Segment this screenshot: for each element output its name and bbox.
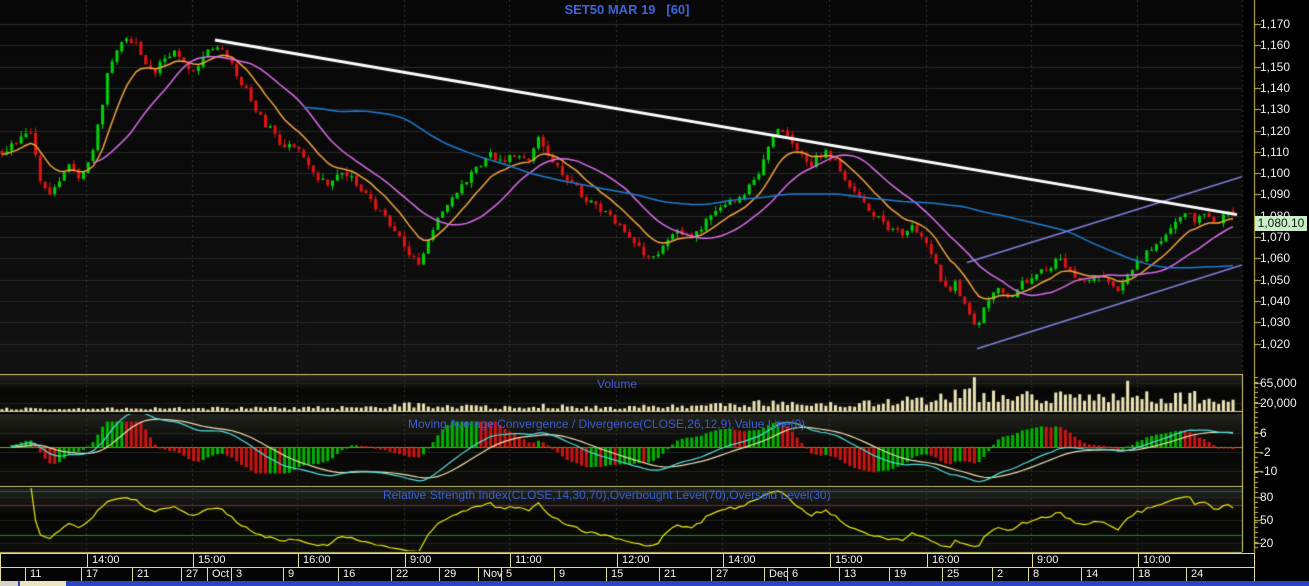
price-axis-label: 1,050: [1260, 272, 1291, 287]
date-cell: 25: [942, 568, 959, 581]
price-axis-label: 1,090: [1260, 187, 1291, 202]
price-axis-label: 1,040: [1260, 293, 1291, 308]
date-cell: 8: [1028, 568, 1039, 581]
rsi-axis-label: 50: [1260, 513, 1274, 527]
price-axis-label: 1,160: [1260, 38, 1291, 53]
chart-title: SET50 MAR 19 [60]: [564, 2, 690, 17]
date-cell: 18: [1133, 568, 1150, 581]
date-cell: 2: [992, 568, 1003, 581]
date-cell: 19: [889, 568, 906, 581]
date-cell: 5: [501, 568, 512, 581]
volume-axis-label: 65,000: [1260, 376, 1297, 390]
volume-panel-title: Volume: [596, 377, 638, 391]
date-cell: Nov: [478, 568, 503, 581]
date-cell: 6: [787, 568, 798, 581]
hour-cell: 14:00: [723, 554, 756, 567]
hour-cell: 12:00: [617, 554, 650, 567]
price-axis-label: 1,060: [1260, 251, 1291, 266]
hour-cell: 11:00: [510, 554, 542, 567]
price-axis-label: 1,030: [1260, 315, 1291, 330]
price-axis-label: 1,110: [1260, 144, 1290, 159]
price-axis-label: 1,170: [1260, 17, 1291, 31]
price-axis-label: 1,140: [1260, 80, 1291, 95]
price-axis-label: 1,150: [1260, 59, 1291, 74]
date-cell: Oct: [207, 568, 229, 581]
time-axis-hours[interactable]: 14:00 15:00 16:00 9:00 11:00 12:00 14:00 15:00 1…: [0, 553, 1255, 568]
rsi-panel-title: Relative Strength Index(CLOSE,14,30,70),…: [383, 488, 831, 502]
date-cell: 9: [554, 568, 565, 581]
date-cell: 27: [181, 568, 198, 581]
hour-cell: 15:00: [193, 554, 226, 567]
price-axis-label: 1,100: [1260, 166, 1291, 181]
horizontal-scrollbar[interactable]: [0, 581, 1309, 586]
date-cell: 21: [659, 568, 676, 581]
price-axis-label: 1,120: [1260, 123, 1291, 138]
hour-cell: 10:00: [1138, 554, 1171, 567]
date-cell: 15: [606, 568, 623, 581]
scrollbar-left-button[interactable]: [0, 581, 18, 586]
macd-axis-label: -10: [1260, 463, 1278, 478]
hour-cell: 14:00: [87, 554, 120, 567]
date-cell: 27: [711, 568, 728, 581]
last-price-tag: 1,080.10: [1255, 216, 1307, 231]
macd-panel-title: Moving Average Convergence / Divergence(…: [408, 417, 806, 431]
macd-axis-label: -2: [1260, 445, 1271, 459]
time-axis-dates[interactable]: 11 17 21 27 Oct 3 9 16 22 29 Nov 5 9 15 21 27 Dec 6 13 19 25…: [0, 567, 1255, 582]
date-cell: 3: [231, 568, 242, 581]
date-cell: 24: [1186, 568, 1203, 581]
hour-cell: 16:00: [927, 554, 960, 567]
hour-cell: 9:00: [1032, 554, 1058, 567]
date-cell: 16: [338, 568, 355, 581]
rsi-axis-label: 80: [1260, 490, 1274, 504]
scrollbar-thumb[interactable]: [20, 581, 66, 586]
hour-cell: 16:00: [298, 554, 331, 567]
price-axis-label: 1,130: [1260, 102, 1291, 117]
date-cell: Dec: [764, 568, 789, 581]
hour-cell: 9:00: [405, 554, 431, 567]
date-cell: 13: [839, 568, 856, 581]
date-cell: 14: [1081, 568, 1098, 581]
price-axis-label: 1,020: [1260, 336, 1291, 351]
hour-cell: 15:00: [830, 554, 863, 567]
date-cell: 21: [132, 568, 149, 581]
rsi-axis-label: 20: [1260, 536, 1274, 550]
date-cell: 9: [283, 568, 294, 581]
macd-axis-label: 6: [1260, 426, 1267, 440]
date-cell: 22: [391, 568, 408, 581]
date-cell: 29: [439, 568, 456, 581]
date-cell: 11: [25, 568, 41, 581]
price-axis-label: 1,070: [1260, 230, 1291, 244]
volume-axis-label: 20,000: [1260, 396, 1297, 410]
date-cell: 17: [81, 568, 98, 581]
